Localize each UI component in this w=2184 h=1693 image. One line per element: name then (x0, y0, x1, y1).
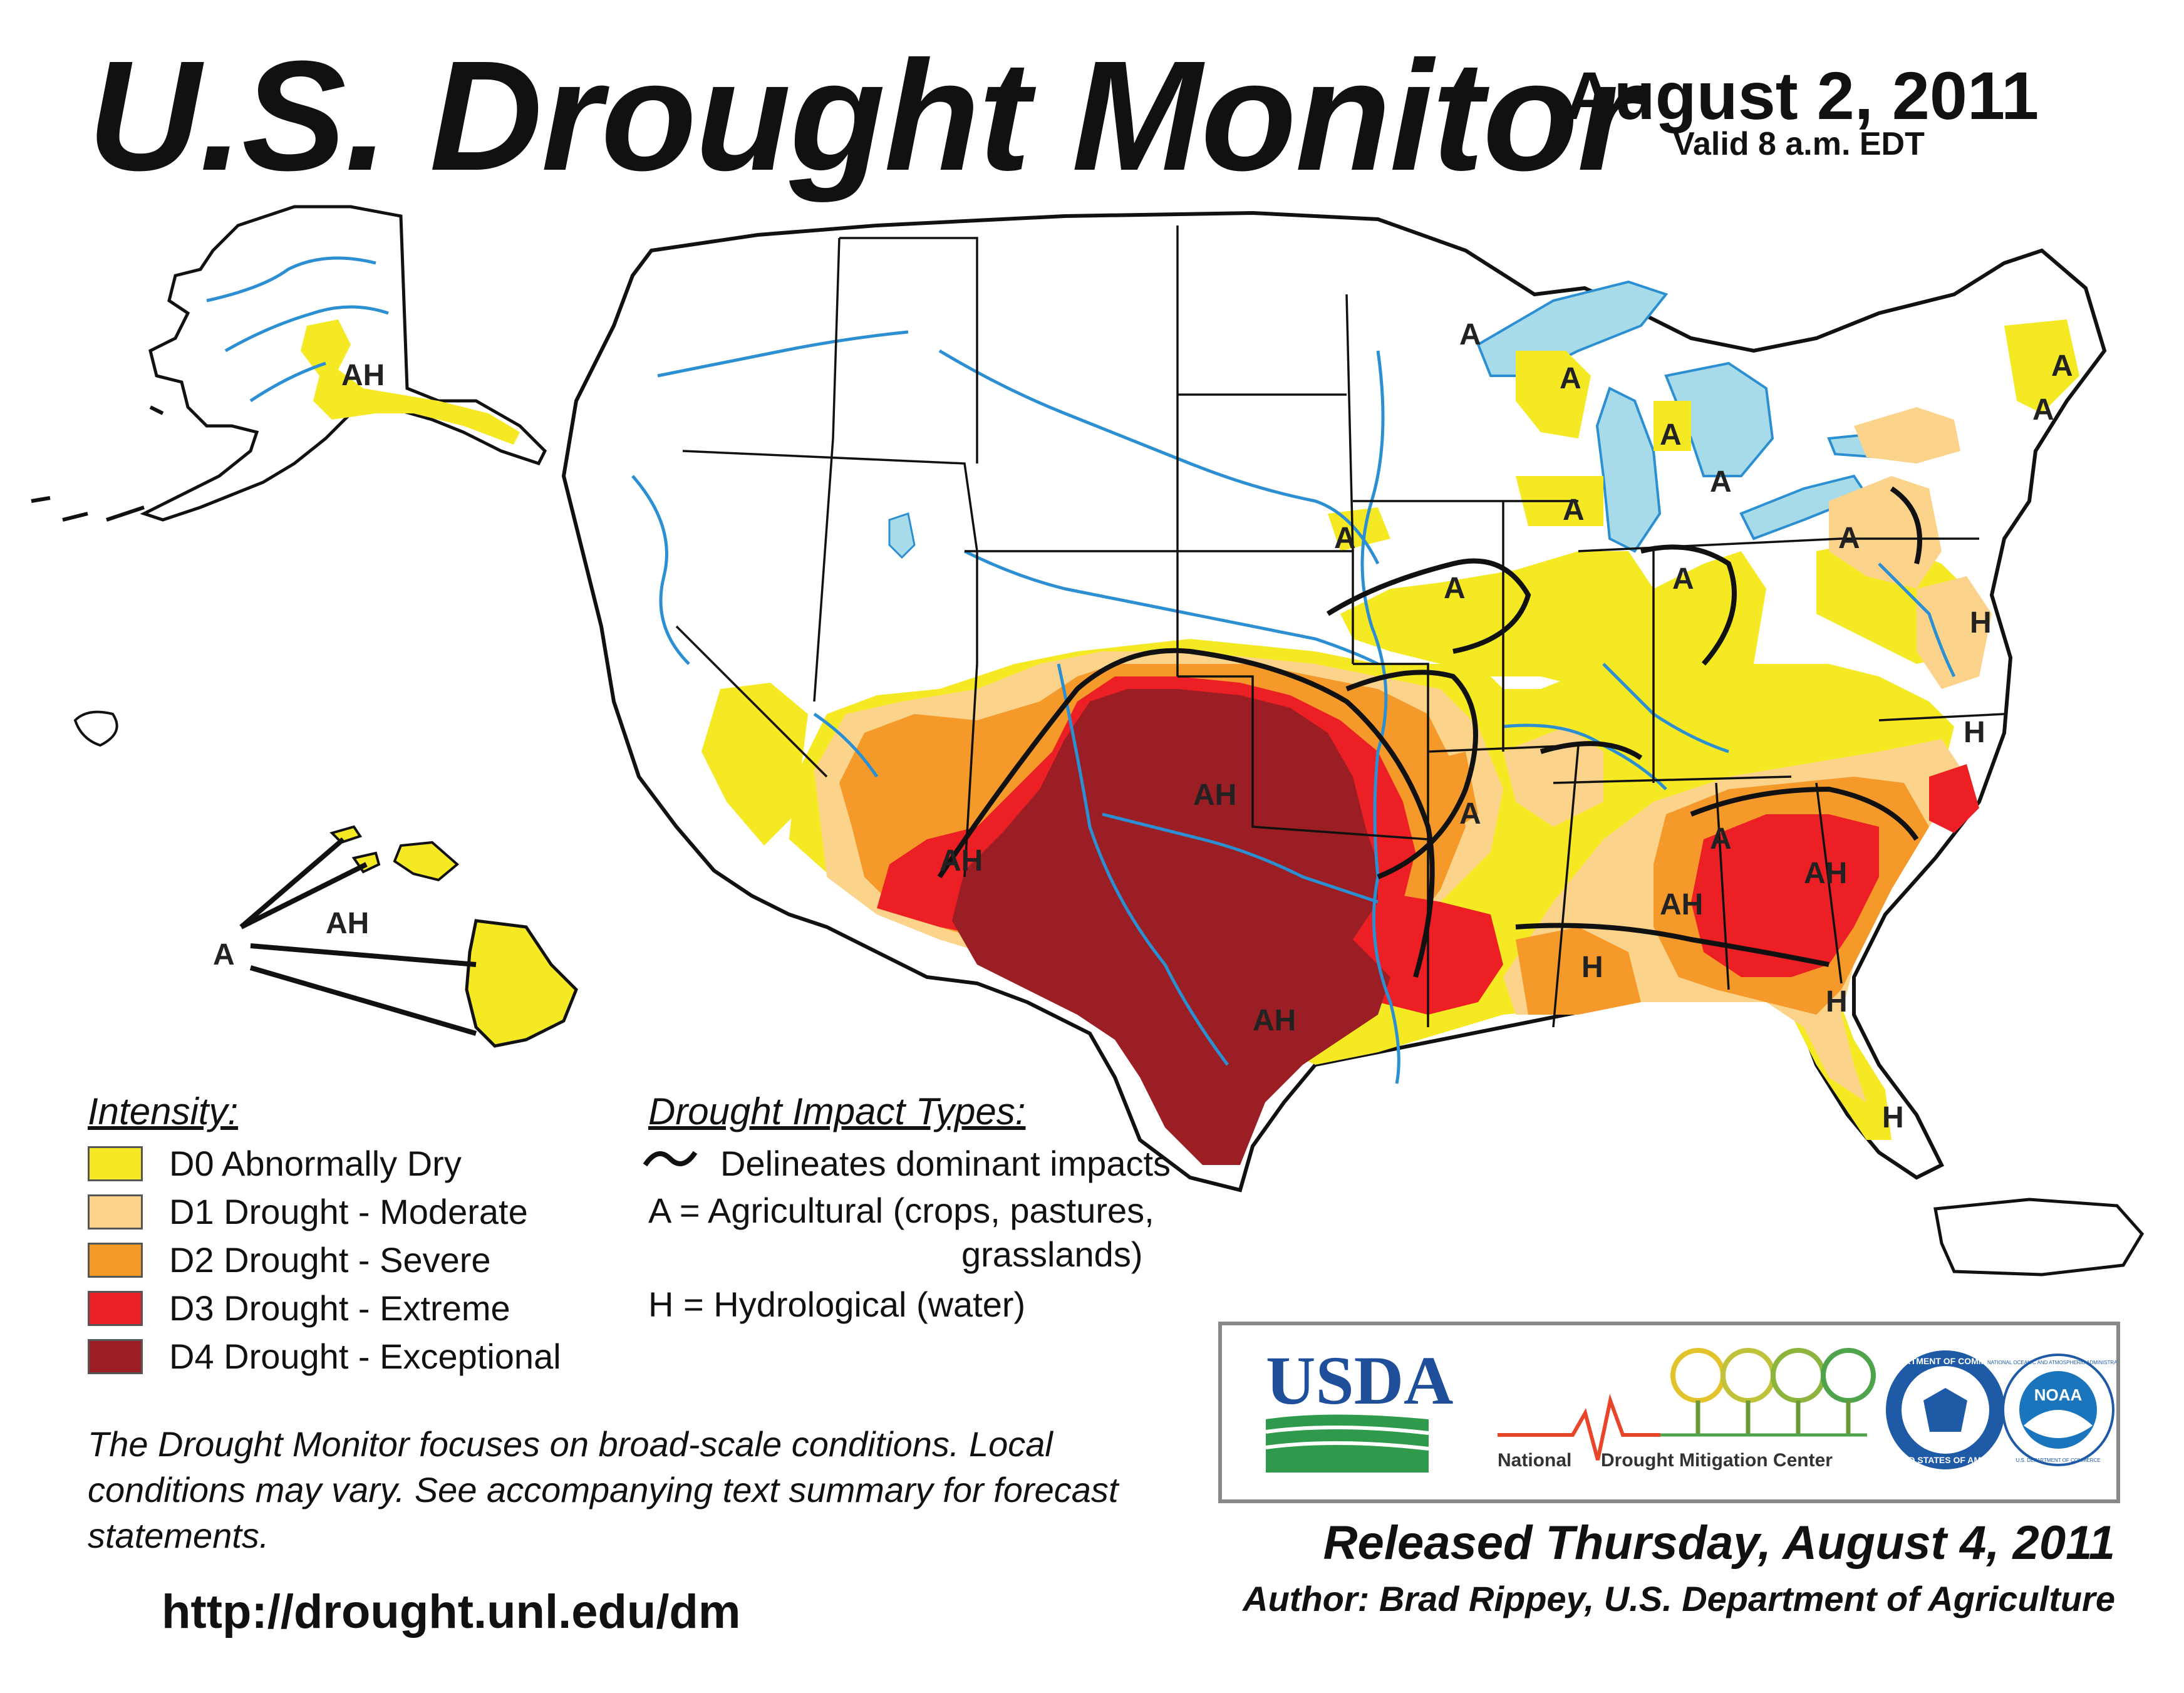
svg-text:UNITED STATES OF AMERICA: UNITED STATES OF AMERICA (1882, 1455, 2008, 1465)
disclaimer-note: The Drought Monitor focuses on broad-sca… (88, 1424, 1119, 1555)
d0-swatch (88, 1146, 143, 1181)
partner-logos: USDA National Drought Mitigation Center … (1218, 1322, 2129, 1503)
map-label-25: H (1964, 716, 1985, 749)
map-label-20: H (1826, 985, 1848, 1018)
svg-text:NATIONAL OCEANIC AND ATMOSPHER: NATIONAL OCEANIC AND ATMOSPHERIC ADMINIS… (1987, 1360, 2116, 1365)
impact-line-grasslands: grasslands) (961, 1235, 1143, 1274)
alaska-outline (140, 205, 547, 522)
d4-swatch (88, 1338, 143, 1374)
svg-text:U.S. DEPARTMENT OF COMMERCE: U.S. DEPARTMENT OF COMMERCE (2016, 1457, 2100, 1463)
state-lines (675, 225, 2005, 1028)
intensity-heading: Intensity: (88, 1090, 239, 1132)
alaska (31, 205, 547, 522)
commerce-seal-logo: DEPARTMENT OF COMMERCE UNITED STATES OF … (1881, 1350, 2011, 1469)
valid-time: Valid 8 a.m. EDT (1673, 126, 1925, 162)
hawaii-big-island (465, 919, 578, 1048)
noaa-logo: NOAA NATIONAL OCEANIC AND ATMOSPHERIC AD… (1987, 1354, 2129, 1466)
map-label-1: AH (341, 359, 385, 392)
lake-michigan (1595, 386, 1662, 553)
svg-text:DEPARTMENT OF COMMERCE: DEPARTMENT OF COMMERCE (1881, 1356, 2011, 1366)
map-label-10: A (1838, 522, 1860, 555)
map-label-17: AH (1660, 888, 1703, 921)
alaska-d0 (301, 319, 520, 445)
conus: AH A A A A A A A A A H AH AH A A AH AH A… (213, 210, 2107, 1193)
svg-text:Drought Mitigation Center: Drought Mitigation Center (1601, 1450, 1833, 1471)
map-label-16: AH (1804, 857, 1847, 890)
map-label-2: A (1459, 318, 1481, 351)
map-label-12: AH (1193, 779, 1236, 812)
impact-line-agricultural: A = Agricultural (crops, pastures, (648, 1191, 1154, 1230)
usda-logo: USDA (1265, 1342, 1454, 1473)
d3-swatch (88, 1290, 143, 1326)
hawaii (73, 710, 578, 1048)
map-title: U.S. Drought Monitor (88, 28, 1638, 203)
legend-item-d1: D1 Drought - Moderate (88, 1191, 528, 1232)
impact-squiggle-icon (643, 1151, 698, 1167)
great-salt-lake (888, 512, 916, 559)
map-label-7: A (1334, 522, 1356, 555)
legend-label-d4: D4 Drought - Exceptional (169, 1337, 561, 1376)
map-label-13: AH (939, 844, 983, 878)
map-label-3: A (1560, 362, 1581, 395)
author-credit: Author: Brad Rippey, U.S. Department of … (1243, 1579, 2115, 1618)
ndmc-logo: National Drought Mitigation Center (1498, 1348, 1876, 1471)
map-label-6: A (1563, 494, 1585, 527)
map-label-18: AH (1253, 1004, 1296, 1037)
map-label-19: H (1581, 951, 1603, 984)
map-label-4: A (1660, 418, 1682, 452)
map-label-9: A (1672, 562, 1694, 596)
impact-line-delineates: Delineates dominant impacts (720, 1144, 1171, 1183)
map-label-15: A (1710, 822, 1732, 856)
legend-label-d2: D2 Drought - Severe (169, 1240, 491, 1280)
legend-label-d1: D1 Drought - Moderate (169, 1192, 528, 1231)
map-label-21: H (1882, 1101, 1904, 1134)
legend-item-d0: D0 Abnormally Dry (88, 1143, 462, 1184)
map-label-23: A (2032, 393, 2054, 427)
impact-labels: AH A A A A A A A A A H AH AH A A AH AH A… (213, 318, 2073, 1134)
map-label-22: A (2051, 349, 2073, 383)
release-date: Released Thursday, August 4, 2011 (1323, 1516, 2115, 1570)
legend-item-d4: D4 Drought - Exceptional (88, 1336, 561, 1377)
legend-label-d0: D0 Abnormally Dry (169, 1144, 462, 1183)
map-label-11: H (1970, 606, 1992, 639)
svg-text:NOAA: NOAA (2034, 1385, 2083, 1404)
hawaii-kauai (329, 825, 363, 844)
impact-heading: Drought Impact Types: (648, 1090, 1026, 1132)
map-label-5: A (1710, 465, 1732, 499)
legend-item-d2: D2 Drought - Severe (88, 1240, 491, 1280)
impact-line-hydrological: H = Hydrological (water) (648, 1285, 1026, 1324)
map-date: August 2, 2011 (1565, 58, 2039, 133)
svg-text:National: National (1498, 1450, 1571, 1471)
map-label-14: A (1459, 797, 1481, 831)
legend-label-d3: D3 Drought - Extreme (169, 1288, 510, 1328)
puerto-rico (1933, 1198, 2145, 1276)
map-label-8: A (1444, 572, 1466, 605)
map-label-27: AH (326, 907, 369, 940)
logos-svg: USDA National Drought Mitigation Center … (1265, 1342, 2129, 1473)
d4-areas (952, 689, 1390, 1165)
map-label-26: A (213, 938, 235, 971)
impact-lines (937, 486, 1922, 978)
svg-text:USDA: USDA (1266, 1342, 1454, 1419)
d1-swatch (88, 1194, 143, 1230)
legend-item-d3: D3 Drought - Extreme (88, 1288, 510, 1328)
hawaii-maui (393, 841, 460, 882)
d2-swatch (88, 1242, 143, 1278)
source-url[interactable]: http://drought.unl.edu/dm (162, 1585, 741, 1639)
